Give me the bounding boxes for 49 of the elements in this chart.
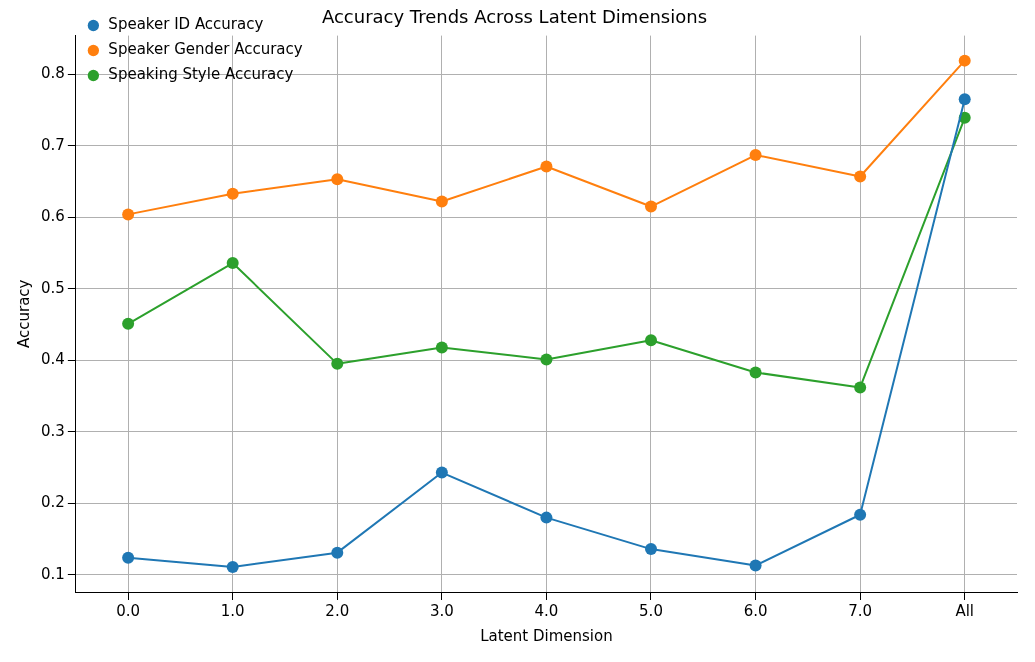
point: [645, 334, 657, 347]
point: [226, 187, 239, 200]
point: [645, 543, 657, 556]
point: [749, 149, 762, 162]
point: [122, 551, 135, 564]
y-tick-label: 0.6: [41, 207, 65, 226]
y-axis-title: Accuracy: [14, 279, 33, 349]
x-tick-label: 0.0: [116, 601, 141, 620]
point: [958, 93, 971, 106]
point: [854, 508, 867, 521]
y-tick-label: 0.1: [41, 564, 65, 583]
x-tick-label: 7.0: [848, 601, 873, 620]
point: [540, 353, 553, 366]
point: [540, 511, 553, 524]
point: [540, 160, 553, 173]
point: [122, 317, 135, 330]
point: [331, 357, 344, 370]
point: [854, 381, 867, 394]
y-tick-label: 0.3: [41, 421, 65, 440]
legend-label: Speaker ID Accuracy: [108, 15, 264, 34]
point: [958, 54, 971, 67]
y-tick-label: 0.2: [41, 493, 65, 512]
point: [645, 200, 657, 213]
x-tick-label: 3.0: [429, 601, 454, 620]
x-tick-label: 4.0: [534, 601, 559, 620]
x-tick-label: 2.0: [325, 601, 350, 620]
point: [226, 257, 239, 270]
chart-title: Accuracy Trends Across Latent Dimensions: [321, 6, 708, 28]
y-tick-label: 0.4: [41, 350, 65, 369]
y-tick-label: 0.8: [41, 64, 65, 83]
x-tick-label: 6.0: [743, 601, 768, 620]
y-tick-label: 0.5: [41, 278, 65, 297]
legend-label: Speaker Gender Accuracy: [108, 40, 303, 59]
y-tick-label: 0.7: [41, 135, 65, 154]
point: [749, 366, 762, 379]
x-tick-label: All: [955, 601, 975, 620]
point: [749, 559, 762, 572]
point: [435, 466, 448, 479]
point: [435, 195, 448, 208]
x-tick-label: 5.0: [639, 601, 663, 620]
x-tick-label: 1.0: [220, 601, 245, 620]
point: [226, 560, 239, 573]
legend-label: Speaking Style Accuracy: [108, 65, 294, 84]
point: [854, 170, 867, 183]
point: [331, 173, 344, 186]
x-axis-title: Latent Dimension: [480, 626, 613, 645]
point: [122, 208, 135, 221]
point: [331, 546, 344, 559]
point: [435, 341, 448, 354]
